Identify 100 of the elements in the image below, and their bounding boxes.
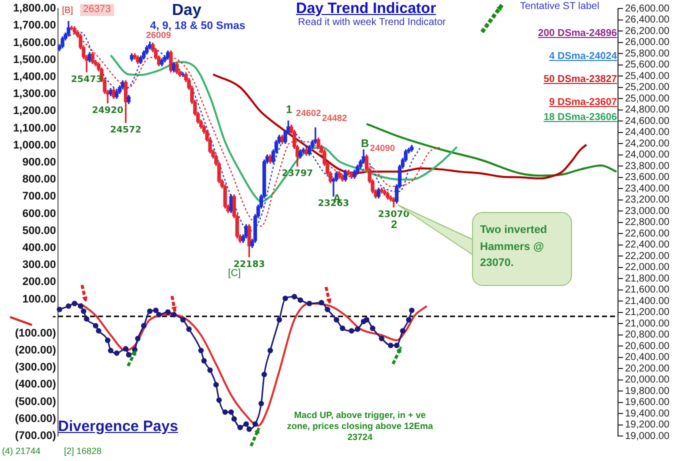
y2-tick-label: 700.00 xyxy=(22,190,56,203)
y-tick-label: 19,200.00 xyxy=(625,420,670,431)
annotation: Two inverted Hammers @ 23070. xyxy=(472,212,572,286)
annotation: 4 DSma-24024 xyxy=(549,51,617,63)
point xyxy=(222,409,228,415)
point xyxy=(334,316,340,322)
point xyxy=(231,416,237,422)
point xyxy=(400,328,406,334)
y-tick-label: 23,000.00 xyxy=(625,206,670,217)
point xyxy=(228,409,234,415)
point xyxy=(72,300,78,306)
y2-tick-label: 900.00 xyxy=(22,156,56,168)
point xyxy=(237,424,243,430)
annotation: 18 DSma-23606 xyxy=(544,112,617,124)
annotation: 4, 9, 18 & 50 Smas xyxy=(150,20,246,32)
point xyxy=(171,312,177,318)
y-tick-label: 22,000.00 xyxy=(625,262,670,274)
annotation: 200 DSma-24896 xyxy=(538,28,617,40)
chart-title: Day Trend Indicator xyxy=(296,0,436,17)
annotation: 24602 xyxy=(296,108,322,119)
point xyxy=(156,312,162,318)
point xyxy=(104,338,110,344)
annotation: Tentative ST label xyxy=(520,1,600,13)
y-tick-label: 21,400.00 xyxy=(625,296,670,307)
y2-tick-label: 1,400.00 xyxy=(13,71,56,84)
y-tick-label: 19,400.00 xyxy=(625,408,670,420)
annotation: Macd UP, above trigger, in + ve zone, prices closing above 12Ema 23724 xyxy=(286,410,434,442)
y2-tick-label: 800.00 xyxy=(22,174,56,186)
y2-tick-label: (400.00) xyxy=(15,378,56,391)
y2-tick-label: - xyxy=(52,310,56,322)
point xyxy=(147,308,153,314)
point xyxy=(66,303,72,309)
y2-tick-label: (600.00) xyxy=(15,412,56,425)
y-tick-label: 21,600.00 xyxy=(625,284,670,296)
point xyxy=(276,316,282,322)
point xyxy=(56,306,62,312)
y-tick-label: 20,600.00 xyxy=(625,340,670,352)
y2-tick-label: (700.00) xyxy=(15,430,56,442)
point xyxy=(78,303,84,309)
y-tick-label: 21,200.00 xyxy=(625,307,670,318)
y-tick-label: 23,800.00 xyxy=(625,160,670,172)
text: Read it with week Trend Indicator xyxy=(298,17,446,28)
y-tick-label: 19,800.00 xyxy=(625,386,670,397)
y-tick-label: 25,800.00 xyxy=(625,48,670,60)
y2-tick-label: 1,800.00 xyxy=(13,2,56,15)
point xyxy=(370,326,376,332)
point xyxy=(282,296,288,302)
y-tick-label: 23,400.00 xyxy=(625,183,670,194)
annotation: 9 DSma-23607 xyxy=(549,97,617,109)
point xyxy=(298,297,304,303)
point xyxy=(126,352,132,358)
point xyxy=(207,367,213,373)
y-tick-label: 22,400.00 xyxy=(625,240,670,251)
y2-tick-label: 300.00 xyxy=(22,259,56,272)
y-tick-label: 26,000.00 xyxy=(625,37,670,48)
y2-tick-label: (500.00) xyxy=(15,396,56,408)
point xyxy=(354,326,360,332)
y2-tick-label: 200.00 xyxy=(22,276,56,288)
y-tick-label: 24,600.00 xyxy=(625,116,670,127)
point xyxy=(318,300,324,306)
y-tick-label: 19,000.00 xyxy=(625,430,670,442)
y2-tick-label: 500.00 xyxy=(22,224,56,237)
y-tick-label: 26,200.00 xyxy=(625,26,670,37)
y2-tick-label: 1,000.00 xyxy=(13,139,56,152)
text: (4) 21744 xyxy=(2,446,41,457)
point xyxy=(409,308,415,314)
annotation: 2 xyxy=(391,219,398,232)
y2-tick-label: 1,300.00 xyxy=(13,88,56,100)
point xyxy=(114,350,120,356)
point xyxy=(141,322,147,328)
y-tick-label: 22,600.00 xyxy=(625,228,670,240)
point xyxy=(186,326,192,332)
point xyxy=(306,300,312,306)
y-tick-label: 24,200.00 xyxy=(625,138,670,150)
y2-tick-label: (300.00) xyxy=(15,362,56,374)
point xyxy=(394,342,400,348)
point xyxy=(213,382,219,388)
annotation: B xyxy=(361,138,369,152)
annotation: 26009 xyxy=(146,30,172,41)
point xyxy=(92,322,98,328)
y-tick-label: 25,200.00 xyxy=(625,82,670,94)
y-tick-label: 24,000.00 xyxy=(625,150,670,161)
annotation: 24482 xyxy=(322,113,348,124)
y-tick-label: 25,400.00 xyxy=(625,70,670,82)
point xyxy=(198,348,204,354)
y-tick-label: 21,000.00 xyxy=(625,318,670,330)
point xyxy=(216,397,222,403)
y-tick-label: 22,800.00 xyxy=(625,217,670,228)
y-tick-label: 19,600.00 xyxy=(625,397,670,408)
y-tick-label: 20,200.00 xyxy=(625,363,670,374)
annotation: 50 DSma-23827 xyxy=(544,74,617,86)
y-tick-label: 26,400.00 xyxy=(625,14,670,26)
point xyxy=(261,372,267,378)
y2-tick-label: 1,100.00 xyxy=(13,122,56,134)
annotation: 24090 xyxy=(370,143,396,154)
y2-tick-label: (200.00) xyxy=(15,344,56,357)
y2-tick-label: 1,600.00 xyxy=(13,36,56,49)
y-tick-label: 20,000.00 xyxy=(625,374,670,386)
y-tick-label: 25,000.00 xyxy=(625,93,670,104)
annotation: [B] xyxy=(62,5,74,16)
